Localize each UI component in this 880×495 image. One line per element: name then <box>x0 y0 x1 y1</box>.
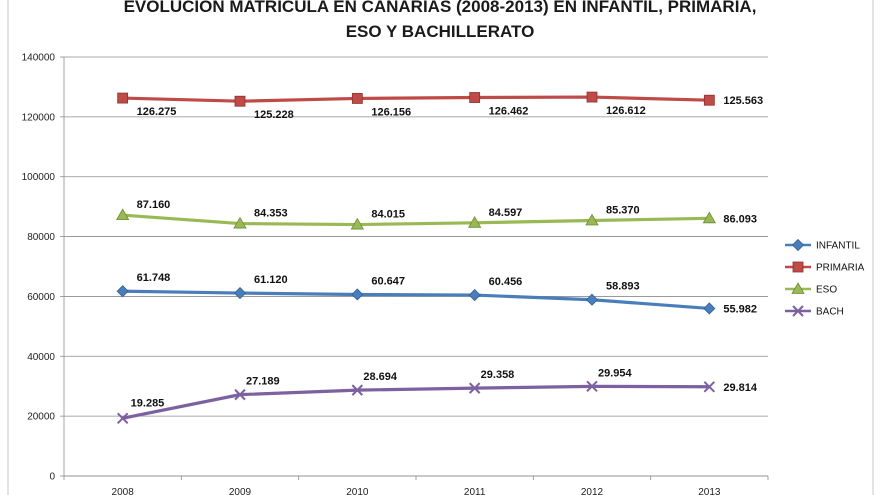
chart-title-line-2: ESO Y BACHILLERATO <box>346 22 535 41</box>
legend-marker-primaria <box>792 261 804 273</box>
data-label-infantil: 60.456 <box>489 276 523 288</box>
data-label-primaria: 126.156 <box>371 106 411 118</box>
data-label-primaria: 126.275 <box>137 106 177 118</box>
series-group <box>115 91 717 424</box>
point-primaria <box>234 95 246 107</box>
legend-label-infantil: INFANTIL <box>816 241 860 252</box>
point-eso <box>350 217 365 230</box>
legend: INFANTIL PRIMARIA ESO BACH <box>785 238 865 318</box>
data-label-bach: 29.814 <box>723 382 758 394</box>
point-infantil <box>351 288 364 301</box>
data-label-eso: 87.160 <box>137 199 171 211</box>
y-tick-label: 80000 <box>27 232 55 243</box>
y-tick-label: 100000 <box>22 172 56 183</box>
data-label-bach: 19.285 <box>131 397 165 409</box>
series-line-infantil <box>122 289 710 311</box>
data-label-primaria: 126.612 <box>606 105 646 117</box>
y-tick-label: 0 <box>49 472 55 483</box>
legend-label-eso: ESO <box>816 285 837 296</box>
x-tick-label: 2012 <box>581 487 604 495</box>
legend-label-primaria: PRIMARIA <box>816 263 865 274</box>
point-primaria <box>703 94 715 106</box>
point-eso <box>233 216 247 229</box>
data-labels: 61.748 61.120 60.647 60.456 58.893 55.982 126.… <box>131 95 763 409</box>
legend-label-bach: BACH <box>816 307 844 318</box>
point-primaria <box>586 91 598 103</box>
point-infantil <box>233 287 247 300</box>
data-label-infantil: 60.647 <box>371 275 405 287</box>
series-line-eso <box>122 213 710 227</box>
y-tick-label: 140000 <box>22 53 56 64</box>
x-marker-stroke <box>234 388 246 401</box>
point-infantil <box>116 285 129 298</box>
point-bach <box>351 384 364 396</box>
chart-title-line-1: EVOLUCIÓN MATRÍCULA EN CANARIAS (2008-20… <box>124 0 757 16</box>
point-eso <box>702 211 717 224</box>
x-marker-stroke <box>116 412 129 424</box>
point-infantil <box>703 302 716 315</box>
y-tick-label: 60000 <box>27 292 55 303</box>
data-label-bach: 29.358 <box>481 369 515 381</box>
x-marker-stroke <box>703 381 716 393</box>
point-eso <box>115 208 130 221</box>
legend-marker-eso <box>791 282 805 294</box>
point-bach <box>586 380 598 393</box>
point-bach <box>468 382 481 394</box>
series-line-primaria <box>122 95 710 103</box>
x-marker-stroke <box>468 382 481 394</box>
data-label-infantil: 55.982 <box>723 303 757 315</box>
data-label-primaria: 126.462 <box>489 106 529 118</box>
point-eso <box>585 213 599 226</box>
data-label-eso: 84.015 <box>371 209 405 221</box>
data-label-infantil: 58.893 <box>606 281 640 293</box>
data-label-primaria: 125.563 <box>723 95 763 107</box>
y-tick-label: 40000 <box>27 352 55 363</box>
data-label-eso: 84.353 <box>254 208 288 220</box>
data-label-eso: 85.370 <box>606 204 640 216</box>
data-label-bach: 28.694 <box>363 371 398 383</box>
y-tick-label: 20000 <box>27 412 55 423</box>
x-tick-label: 2011 <box>464 487 486 495</box>
y-tick-label: 120000 <box>22 112 56 123</box>
x-tick-label: 2009 <box>229 487 252 495</box>
data-label-eso: 84.597 <box>489 207 523 219</box>
data-label-infantil: 61.748 <box>137 272 171 284</box>
point-infantil <box>468 288 481 302</box>
point-primaria <box>469 92 481 103</box>
data-label-eso: 86.093 <box>723 213 757 225</box>
data-label-infantil: 61.120 <box>254 274 288 286</box>
legend-marker-infantil <box>791 238 805 252</box>
x-marker-stroke <box>586 380 598 393</box>
point-primaria <box>117 92 129 104</box>
x-tick-label: 2013 <box>698 487 721 495</box>
legend-marker-bach <box>792 305 804 317</box>
x-tick-label: 2008 <box>112 487 135 495</box>
x-marker-stroke <box>792 305 804 317</box>
point-infantil <box>585 293 599 306</box>
axes: 0 20000 40000 60000 80000 100000 120000 140000 2… <box>22 53 769 495</box>
data-label-bach: 27.189 <box>246 376 280 388</box>
point-bach <box>703 381 716 393</box>
point-bach <box>234 388 246 401</box>
x-marker-stroke <box>351 384 364 396</box>
point-bach <box>116 412 129 424</box>
series-line-bach <box>122 384 710 420</box>
data-label-bach: 29.954 <box>598 367 633 379</box>
point-eso <box>467 216 482 228</box>
point-primaria <box>351 93 363 104</box>
x-tick-label: 2010 <box>346 487 369 495</box>
data-label-primaria: 125.228 <box>254 109 294 121</box>
